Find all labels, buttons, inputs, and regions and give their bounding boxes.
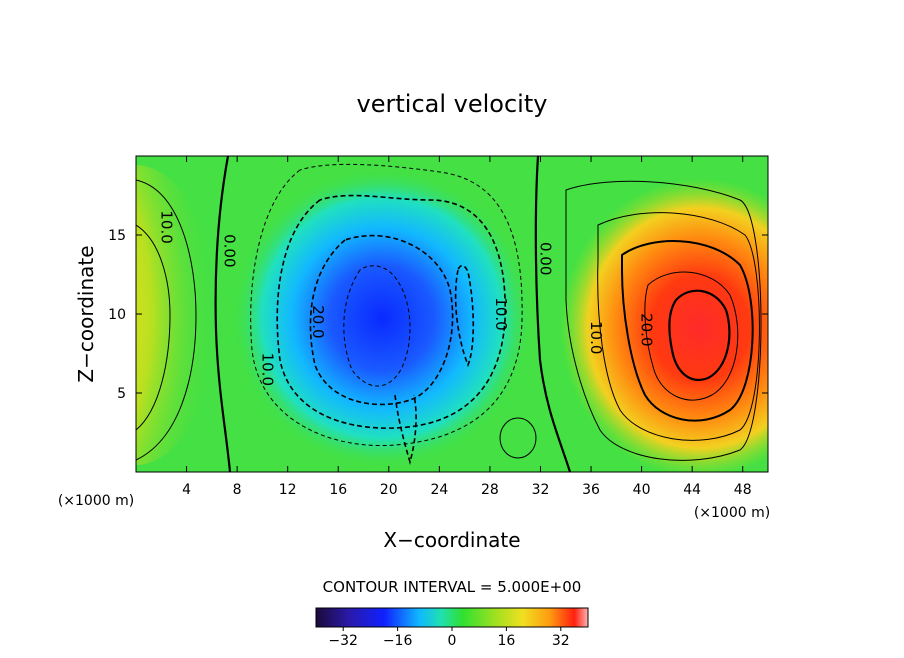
y-axis-title: Z−coordinate [74, 245, 98, 382]
x-tick-label: 8 [233, 482, 242, 498]
x-axis-unit-left: (×1000 m) [58, 493, 134, 509]
x-axis-unit-right: (×1000 m) [694, 505, 770, 521]
contour-line [343, 265, 411, 387]
y-axis: 5 10 15 [108, 228, 768, 402]
colorbar: −32 −16 0 16 32 [315, 607, 589, 649]
x-axis-title: X−coordinate [383, 528, 520, 552]
contour-labels: 10.0 0.00 20.0 10.0 10.0 0.00 10.0 20.0 [157, 210, 655, 386]
contour-label: 10.0 [258, 353, 276, 386]
contour-label: 20.0 [309, 305, 327, 338]
contour-line [565, 180, 762, 461]
contour-line [534, 156, 572, 472]
contour-line [668, 289, 731, 381]
left-updraft-region [136, 165, 216, 465]
x-tick-label: 12 [279, 482, 297, 498]
contour-line [621, 240, 754, 422]
contour-lines [136, 156, 762, 472]
x-tick-label: 16 [329, 482, 347, 498]
contour-label: 10.0 [157, 210, 175, 243]
y-tick-label: 10 [108, 307, 126, 323]
x-tick-label: 32 [532, 482, 550, 498]
contour-interval-text: CONTOUR INTERVAL = 5.000E+00 [323, 578, 582, 596]
contour-label: 10.0 [587, 321, 605, 354]
x-tick-label: 24 [430, 482, 448, 498]
contour-label: 20.0 [638, 313, 656, 346]
contour-line [499, 417, 537, 459]
contour-line [136, 224, 171, 431]
x-axis: 4 8 12 16 20 24 28 32 36 40 44 48 [182, 156, 752, 498]
x-tick-label: 40 [633, 482, 651, 498]
contour-line [454, 264, 475, 368]
colorbar-tick-label: −16 [383, 633, 413, 649]
contour-label: 10.0 [492, 297, 510, 330]
colorbar-tick-label: 0 [448, 633, 457, 649]
plot-area: 10.0 0.00 20.0 10.0 10.0 0.00 10.0 20.0 [136, 156, 768, 472]
colorbar-ticks: −32 −16 0 16 32 [328, 627, 570, 649]
contour-label: 0.00 [220, 234, 238, 267]
colorbar-tick-label: 16 [497, 633, 515, 649]
contour-line [214, 156, 232, 472]
downdraft-region [232, 168, 532, 468]
y-tick-label: 5 [117, 386, 126, 402]
contour-line [250, 163, 523, 447]
x-tick-label: 4 [182, 482, 191, 498]
contour-line [644, 271, 739, 401]
colorbar-gradient [315, 607, 589, 628]
x-tick-label: 20 [380, 482, 398, 498]
colorbar-tick-label: −32 [328, 633, 358, 649]
x-tick-label: 48 [734, 482, 752, 498]
y-tick-label: 15 [108, 228, 126, 244]
colorbar-tick-label: 32 [552, 633, 570, 649]
x-tick-label: 36 [582, 482, 600, 498]
contour-line [276, 194, 506, 429]
x-tick-label: 44 [683, 482, 701, 498]
contour-line [136, 179, 197, 461]
contour-line [394, 394, 417, 465]
x-tick-label: 28 [481, 482, 499, 498]
updraft-region [560, 178, 768, 472]
chart-title: vertical velocity [357, 90, 548, 118]
contour-line [597, 212, 760, 441]
contour-label: 0.00 [536, 242, 554, 275]
